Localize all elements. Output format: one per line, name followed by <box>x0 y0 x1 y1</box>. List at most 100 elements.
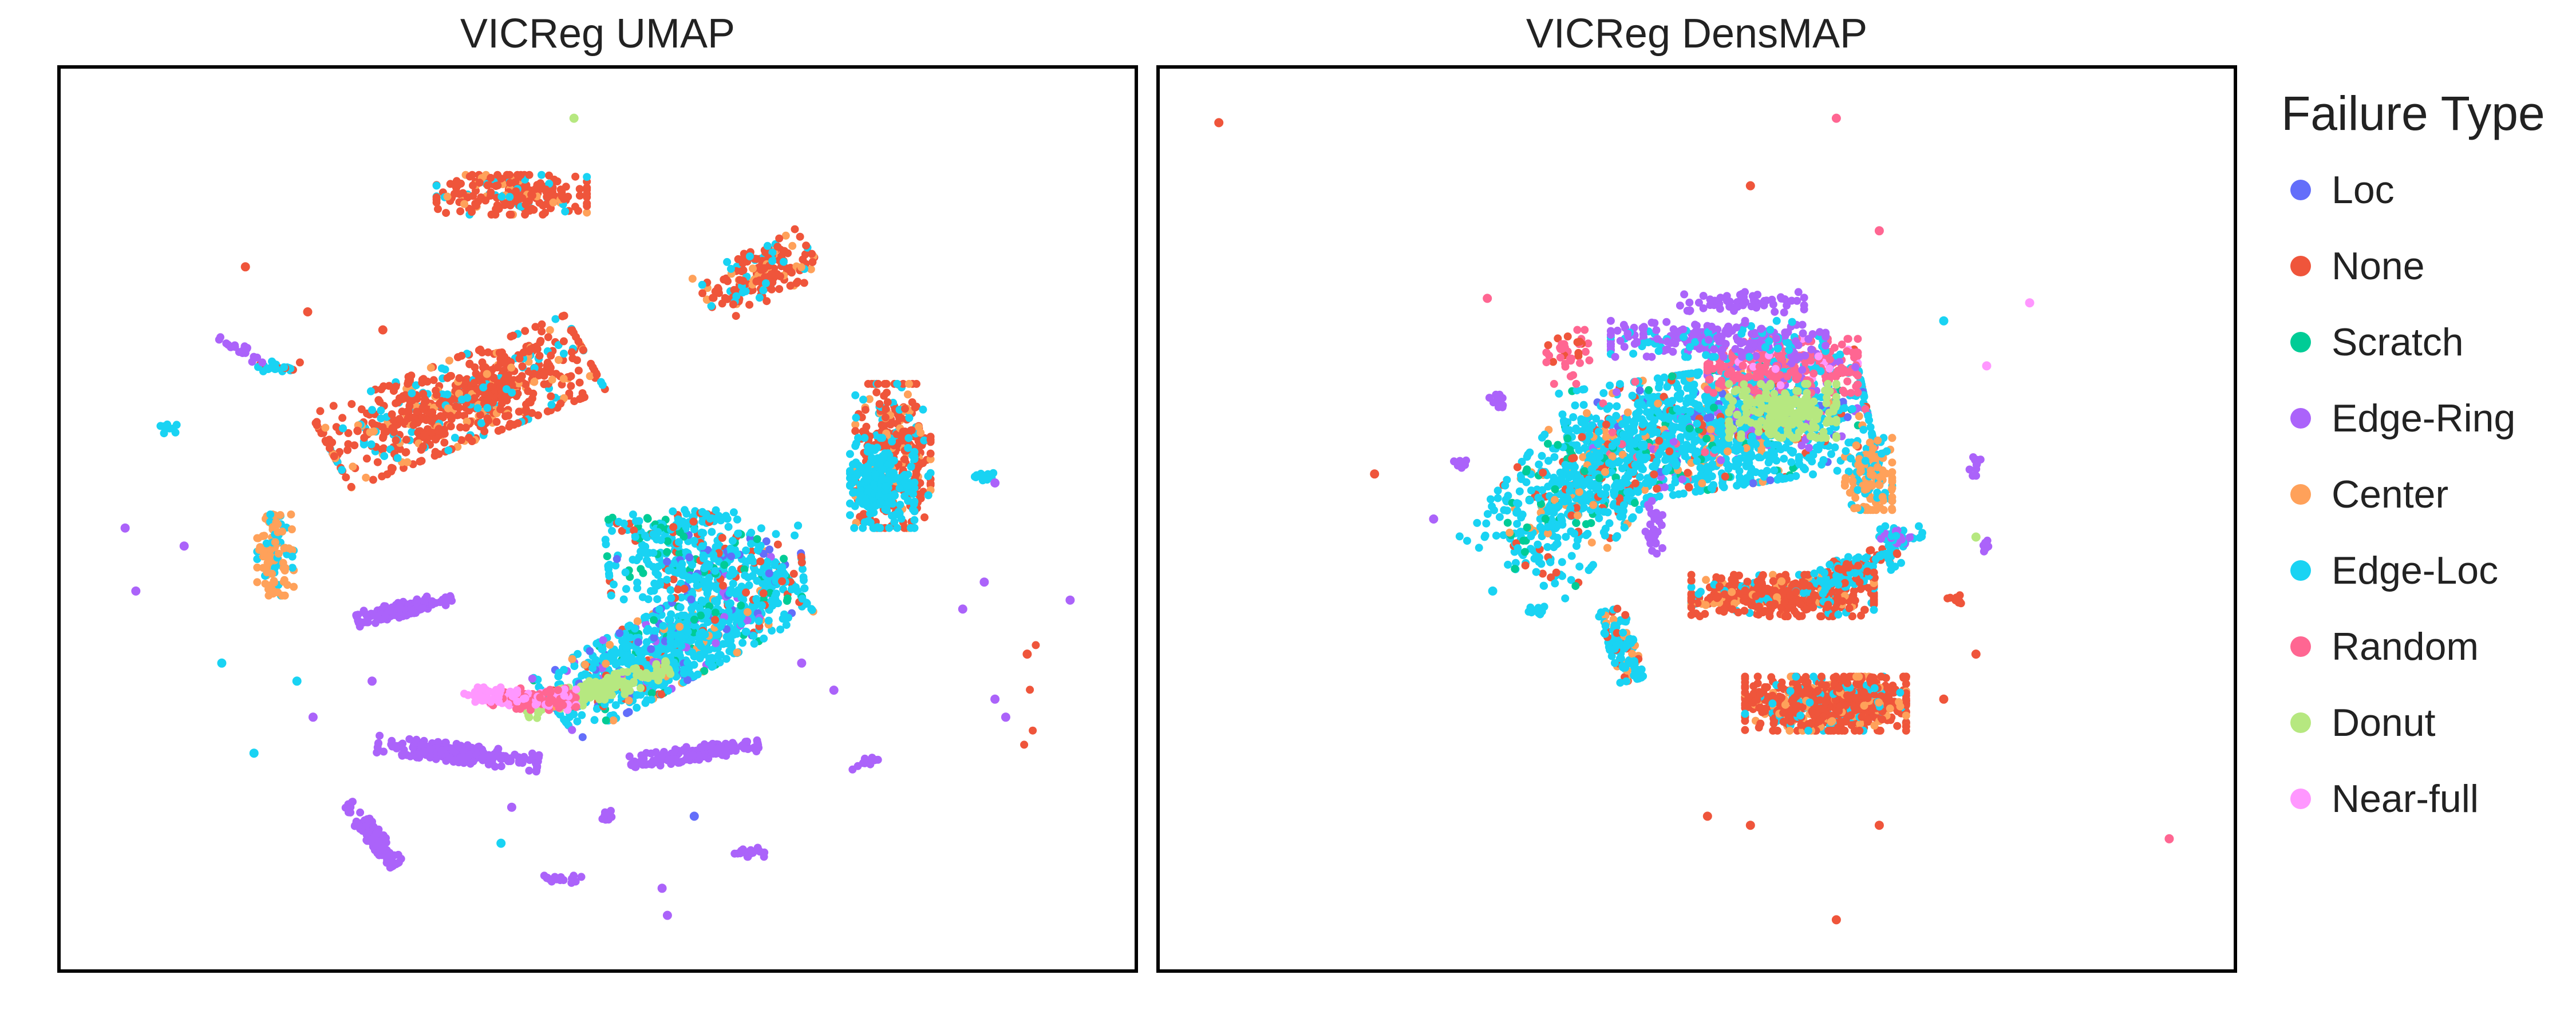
umap-point-edge-ring <box>222 339 231 348</box>
umap-point-none <box>773 540 782 549</box>
densmap-point-edge-loc <box>1760 473 1768 481</box>
umap-point-edge-loc <box>846 467 854 476</box>
umap-point-none <box>531 185 540 193</box>
umap-point-edge-loc <box>904 487 912 496</box>
umap-point-none <box>926 435 935 444</box>
umap-point-edge-loc <box>644 625 653 633</box>
umap-point-none <box>325 444 334 453</box>
umap-point-none <box>416 457 424 466</box>
umap-point-none <box>575 191 584 200</box>
umap-point-edge-ring <box>1001 712 1010 722</box>
umap-point-edge-loc <box>698 280 706 289</box>
umap-point-edge-loc <box>729 508 738 517</box>
umap-point-edge-loc <box>638 593 647 601</box>
umap-point-edge-loc <box>443 390 452 399</box>
umap-point-edge-loc <box>848 479 856 487</box>
umap-point-edge-ring <box>686 752 694 760</box>
umap-point-scratch <box>675 549 683 557</box>
umap-point-edge-ring <box>445 753 454 762</box>
umap-point-edge-loc <box>774 599 783 608</box>
umap-point-edge-loc <box>885 524 894 532</box>
umap-point-center <box>290 583 298 591</box>
umap-point-edge-loc <box>846 499 854 508</box>
umap-point-edge-loc <box>708 528 716 536</box>
umap-point-none <box>357 405 366 414</box>
umap-point-center <box>321 423 330 432</box>
umap-point-center <box>366 428 374 437</box>
umap-point-none <box>380 382 388 391</box>
umap-point-none <box>526 345 535 354</box>
umap-point-center <box>362 473 370 482</box>
umap-point-edge-ring <box>647 749 655 758</box>
umap-point-edge-loc <box>749 632 758 640</box>
umap-point-random <box>536 693 544 702</box>
umap-point-edge-loc <box>894 508 903 516</box>
umap-point-edge-loc <box>750 639 758 648</box>
umap-point-edge-ring <box>868 754 876 762</box>
umap-point-edge-loc <box>547 401 556 409</box>
umap-point-none <box>419 442 428 451</box>
umap-point-center <box>426 363 435 372</box>
densmap-point-edge-loc <box>1613 402 1621 410</box>
umap-point-edge-loc <box>699 551 708 560</box>
umap-point-scratch <box>783 594 792 603</box>
umap-point-edge-ring <box>708 743 716 752</box>
umap-point-edge-loc <box>763 557 772 566</box>
umap-point-none <box>468 171 476 179</box>
umap-point-edge-loc <box>707 302 716 310</box>
umap-point-none <box>522 407 531 416</box>
umap-point-none <box>446 411 455 420</box>
umap-point-edge-loc <box>621 568 630 577</box>
umap-point-edge-loc <box>624 622 633 631</box>
umap-point-edge-loc <box>904 481 913 490</box>
umap-point-none <box>434 205 442 213</box>
umap-point-near-full <box>479 693 487 702</box>
umap-point-none <box>518 362 527 371</box>
umap-point-none <box>524 398 533 406</box>
umap-point-none <box>457 436 465 445</box>
umap-point-edge-loc <box>642 549 650 558</box>
umap-point-none <box>493 201 501 209</box>
umap-point-near-full <box>496 683 505 692</box>
umap-point-edge-loc <box>910 455 919 464</box>
umap-point-edge-loc <box>768 627 776 635</box>
umap-point-loc <box>727 552 736 561</box>
umap-point-none <box>762 297 771 306</box>
umap-point-edge-ring <box>438 746 447 755</box>
umap-point-random <box>546 694 555 703</box>
umap-point-edge-ring <box>352 817 361 826</box>
umap-point-center <box>463 417 471 426</box>
umap-point-edge-loc <box>677 593 686 602</box>
umap-point-none <box>883 398 892 406</box>
umap-point-edge-loc <box>172 421 181 429</box>
umap-point-edge-loc <box>771 561 779 569</box>
umap-point-edge-loc <box>578 711 586 719</box>
umap-point-edge-loc <box>737 620 746 628</box>
umap-point-edge-loc <box>760 634 768 643</box>
umap-point-none <box>329 402 338 410</box>
umap-point-center <box>287 510 295 519</box>
umap-point-none <box>718 534 726 542</box>
umap-point-none <box>483 181 492 189</box>
umap-point-none <box>907 426 916 434</box>
umap-point-edge-ring <box>394 859 402 867</box>
umap-point-edge-loc <box>641 532 650 540</box>
umap-point-none <box>796 232 804 241</box>
umap-point-edge-loc <box>776 625 785 634</box>
umap-point-none <box>330 452 338 461</box>
umap-point-edge-loc <box>502 385 511 394</box>
umap-point-edge-loc <box>259 367 267 375</box>
umap-point-edge-loc <box>792 583 800 592</box>
umap-point-edge-loc <box>217 658 227 668</box>
umap-point-center <box>688 275 697 283</box>
umap-point-edge-loc <box>633 579 642 587</box>
umap-point-loc <box>762 537 771 545</box>
umap-point-none <box>583 193 591 201</box>
umap-point-center <box>507 363 516 372</box>
umap-point-center <box>266 552 275 561</box>
umap-point-none <box>392 436 400 445</box>
umap-point-scratch <box>689 628 698 637</box>
umap-point-edge-loc <box>772 530 780 538</box>
umap-point-edge-loc <box>457 395 466 404</box>
densmap-plot-title: VICReg DensMAP <box>1526 11 1868 57</box>
